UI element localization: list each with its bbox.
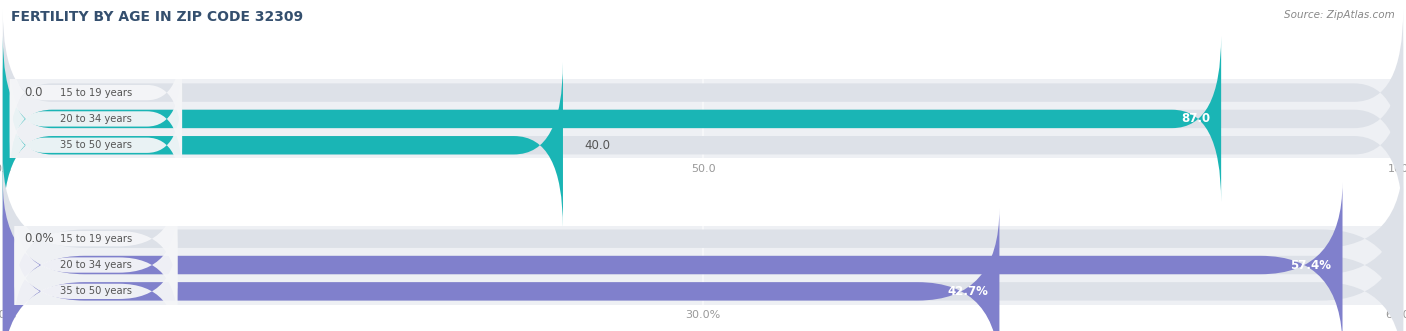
FancyBboxPatch shape [3, 10, 1403, 175]
Text: 20 to 34 years: 20 to 34 years [60, 260, 132, 270]
FancyBboxPatch shape [10, 34, 181, 151]
Text: 35 to 50 years: 35 to 50 years [60, 140, 132, 150]
FancyBboxPatch shape [3, 182, 1343, 331]
Text: 40.0: 40.0 [583, 139, 610, 152]
FancyBboxPatch shape [3, 156, 1403, 322]
Text: 0.0: 0.0 [24, 86, 42, 99]
FancyBboxPatch shape [14, 207, 177, 323]
Text: Source: ZipAtlas.com: Source: ZipAtlas.com [1284, 10, 1395, 20]
Text: FERTILITY BY AGE IN ZIP CODE 32309: FERTILITY BY AGE IN ZIP CODE 32309 [11, 10, 304, 24]
FancyBboxPatch shape [14, 233, 177, 331]
Text: 35 to 50 years: 35 to 50 years [60, 286, 132, 296]
Text: 20 to 34 years: 20 to 34 years [60, 114, 132, 124]
FancyBboxPatch shape [3, 36, 1403, 202]
Text: 57.4%: 57.4% [1291, 259, 1331, 271]
FancyBboxPatch shape [3, 62, 1403, 228]
FancyBboxPatch shape [3, 62, 562, 228]
FancyBboxPatch shape [3, 182, 1403, 331]
Text: 42.7%: 42.7% [948, 285, 988, 298]
Text: 15 to 19 years: 15 to 19 years [60, 88, 132, 98]
FancyBboxPatch shape [3, 36, 1222, 202]
Text: 15 to 19 years: 15 to 19 years [60, 234, 132, 244]
Text: 0.0%: 0.0% [24, 232, 53, 245]
FancyBboxPatch shape [10, 87, 181, 204]
FancyBboxPatch shape [10, 61, 181, 177]
Text: 87.0: 87.0 [1181, 113, 1211, 125]
FancyBboxPatch shape [3, 209, 1000, 331]
FancyBboxPatch shape [14, 180, 177, 297]
FancyBboxPatch shape [3, 209, 1403, 331]
